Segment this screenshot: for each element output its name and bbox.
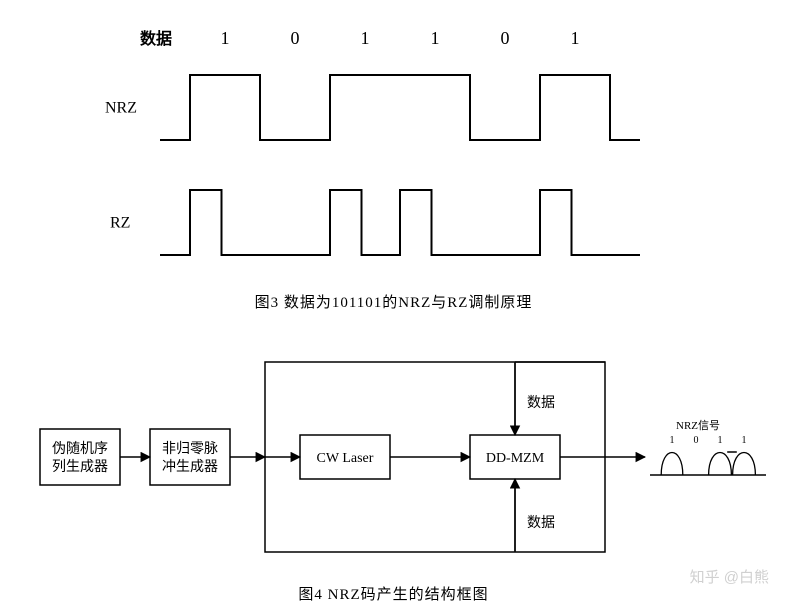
svg-text:1: 1 bbox=[718, 435, 723, 446]
svg-text:RZ: RZ bbox=[110, 215, 130, 232]
figure3: 数据 1 0 1 1 0 1 NRZ RZ 图3 数据为101101的NRZ与RZ调制原理 bbox=[10, 10, 777, 312]
svg-text:非归零脉: 非归零脉 bbox=[162, 440, 218, 457]
svg-text:0: 0 bbox=[694, 435, 699, 446]
svg-text:0: 0 bbox=[291, 28, 300, 48]
fig3-svg: 数据 1 0 1 1 0 1 NRZ RZ bbox=[10, 10, 787, 280]
svg-text:列生成器: 列生成器 bbox=[52, 459, 108, 475]
svg-text:1: 1 bbox=[361, 28, 370, 48]
svg-text:伪随机序: 伪随机序 bbox=[52, 441, 108, 457]
fig4-svg: 伪随机序列生成器非归零脉冲生成器CW LaserDD-MZM数据数据NRZ信号1… bbox=[10, 342, 787, 572]
svg-text:NRZ信号: NRZ信号 bbox=[676, 419, 720, 432]
svg-text:1: 1 bbox=[742, 435, 747, 446]
svg-text:CW Laser: CW Laser bbox=[317, 451, 374, 466]
svg-text:数据: 数据 bbox=[140, 29, 172, 48]
svg-text:1: 1 bbox=[221, 28, 230, 48]
svg-text:冲生成器: 冲生成器 bbox=[162, 459, 218, 475]
svg-text:数据: 数据 bbox=[527, 515, 555, 531]
figure4: 伪随机序列生成器非归零脉冲生成器CW LaserDD-MZM数据数据NRZ信号1… bbox=[10, 342, 777, 604]
fig4-caption: 图4 NRZ码产生的结构框图 bbox=[10, 583, 777, 604]
svg-text:DD-MZM: DD-MZM bbox=[486, 451, 545, 466]
svg-text:1: 1 bbox=[431, 28, 440, 48]
svg-text:0: 0 bbox=[501, 28, 510, 48]
svg-text:1: 1 bbox=[670, 435, 675, 446]
fig3-caption: 图3 数据为101101的NRZ与RZ调制原理 bbox=[10, 291, 777, 312]
svg-text:1: 1 bbox=[571, 28, 580, 48]
svg-text:NRZ: NRZ bbox=[105, 100, 137, 117]
svg-text:数据: 数据 bbox=[527, 395, 555, 411]
